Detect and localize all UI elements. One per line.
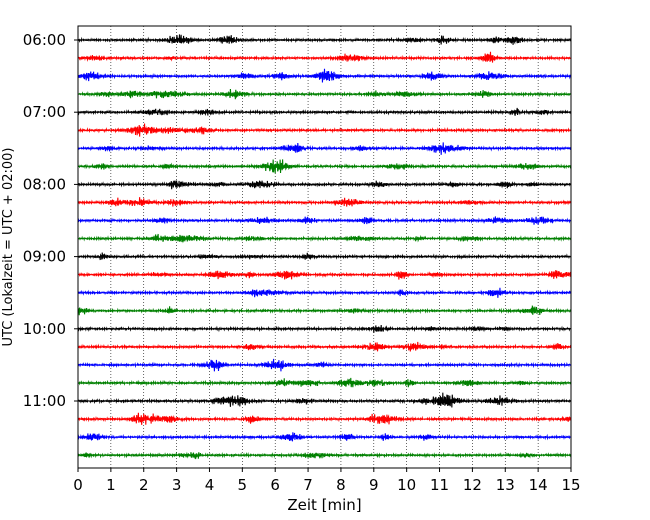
y-tick-label: 07:00: [23, 103, 66, 121]
seismogram-trace: [77, 432, 572, 442]
y-tick-label: 11:00: [23, 392, 66, 410]
y-tick-label: 10:00: [23, 320, 66, 338]
seismogram-trace: [77, 325, 572, 333]
seismogram-trace: [77, 451, 572, 460]
seismogram-trace: [77, 270, 572, 280]
seismogram-trace: [77, 412, 572, 425]
x-tick-label: 11: [430, 476, 449, 494]
x-tick-label: 6: [270, 476, 280, 494]
seismogram-trace: [77, 216, 572, 225]
x-tick-label: 13: [496, 476, 515, 494]
x-tick-label: 15: [561, 476, 580, 494]
x-tick-label: 14: [529, 476, 548, 494]
y-axis-label: UTC (Lokalzeit = UTC + 02:00): [1, 148, 16, 347]
y-tick-label: 06:00: [23, 31, 66, 49]
seismogram-trace: [77, 233, 572, 244]
plot-frame: [77, 25, 572, 469]
x-tick-label: 12: [463, 476, 482, 494]
seismogram-trace: [77, 252, 572, 261]
x-tick-label: 8: [336, 476, 346, 494]
seismogram-traces: [77, 34, 572, 460]
x-tick-label: 4: [205, 476, 215, 494]
seismogram-trace: [77, 180, 572, 190]
x-tick-label: 2: [139, 476, 149, 494]
seismogram-trace: [77, 377, 572, 388]
seismogram-trace: [77, 197, 572, 207]
seismogram-trace: [77, 287, 572, 298]
x-tick-label: 1: [106, 476, 116, 494]
y-tick-label: 09:00: [23, 248, 66, 266]
x-tick-label: 9: [369, 476, 379, 494]
y-axis-ticks: 06:00 07:00 08:00 09:00 10:00 11:00: [23, 31, 78, 410]
seismogram-trace: [77, 88, 572, 100]
x-axis-ticks: 0 1 2 3 4 5 6 7 8 9 10 11 12 13 14 15: [73, 468, 581, 494]
seismogram-trace: [77, 123, 572, 137]
y-tick-label: 08:00: [23, 175, 66, 193]
seismogram-trace: [77, 107, 572, 117]
seismogram-trace: [77, 142, 572, 155]
seismogram-trace: [77, 34, 572, 45]
seismogram-trace: [77, 159, 572, 174]
x-tick-label: 7: [303, 476, 313, 494]
seismogram-trace: [77, 305, 572, 316]
seismogram-trace: [77, 358, 572, 372]
x-tick-label: 0: [73, 476, 83, 494]
x-tick-label: 3: [172, 476, 182, 494]
seismogram-trace: [77, 51, 572, 63]
x-tick-label: 5: [238, 476, 248, 494]
seismogram-trace: [77, 341, 572, 352]
x-tick-label: 10: [397, 476, 416, 494]
seismogram-trace: [77, 68, 572, 83]
seismogram-trace: [77, 392, 572, 408]
x-axis-label: Zeit [min]: [287, 496, 361, 514]
